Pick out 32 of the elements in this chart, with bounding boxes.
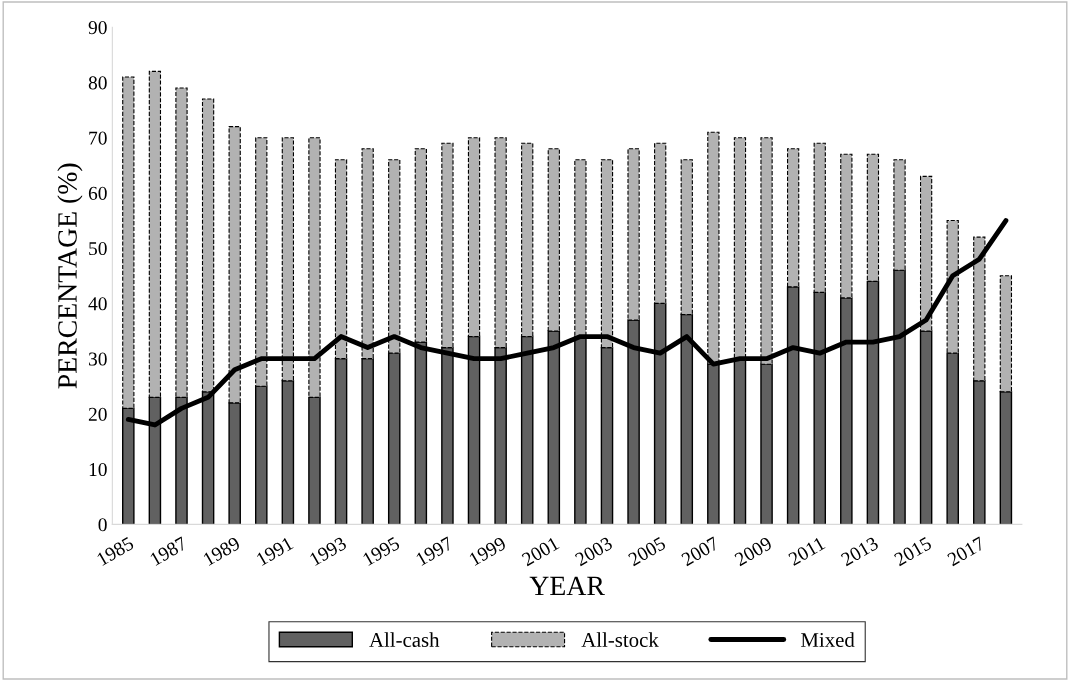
- x-tick-label: 2013: [840, 536, 880, 567]
- legend-label: Mixed: [801, 632, 855, 647]
- x-tick-label: 2009: [733, 536, 773, 567]
- y-tick-label: 90: [88, 21, 107, 35]
- y-tick-label: 20: [88, 407, 107, 421]
- x-tick-label: 2015: [893, 536, 933, 567]
- legend-label: All-cash: [369, 632, 440, 647]
- x-tick-label: 1993: [309, 536, 348, 566]
- x-tick-label: 2005: [627, 536, 667, 567]
- y-axis-title: PERCENTAGE (%): [57, 163, 83, 389]
- y-tick-label: 30: [88, 352, 107, 366]
- x-tick-label: 1997: [415, 536, 454, 566]
- y-tick-label: 0: [98, 518, 107, 532]
- x-tick-label: 2003: [574, 536, 614, 567]
- x-tick-label: 2007: [680, 536, 720, 567]
- x-tick-label: 1999: [468, 536, 507, 566]
- y-tick-label: 10: [89, 462, 107, 477]
- y-tick-label: 70: [89, 131, 107, 145]
- x-tick-label: 1989: [202, 536, 241, 566]
- x-tick-label: 2001: [521, 536, 560, 567]
- y-tick-label: 60: [88, 186, 107, 200]
- x-tick-label: 1985: [96, 536, 135, 566]
- y-tick-label: 50: [89, 242, 107, 256]
- y-tick-label: 80: [88, 76, 107, 90]
- y-tick-label: 40: [88, 297, 107, 311]
- x-tick-label: 1995: [362, 536, 401, 566]
- x-tick-label: 2011: [787, 536, 826, 566]
- x-axis-title: YEAR: [529, 576, 605, 596]
- x-tick-label: 1991: [255, 536, 294, 566]
- x-tick-label: 2017: [946, 536, 986, 567]
- x-tick-label: 1987: [149, 536, 188, 566]
- legend-label: All-stock: [581, 632, 659, 647]
